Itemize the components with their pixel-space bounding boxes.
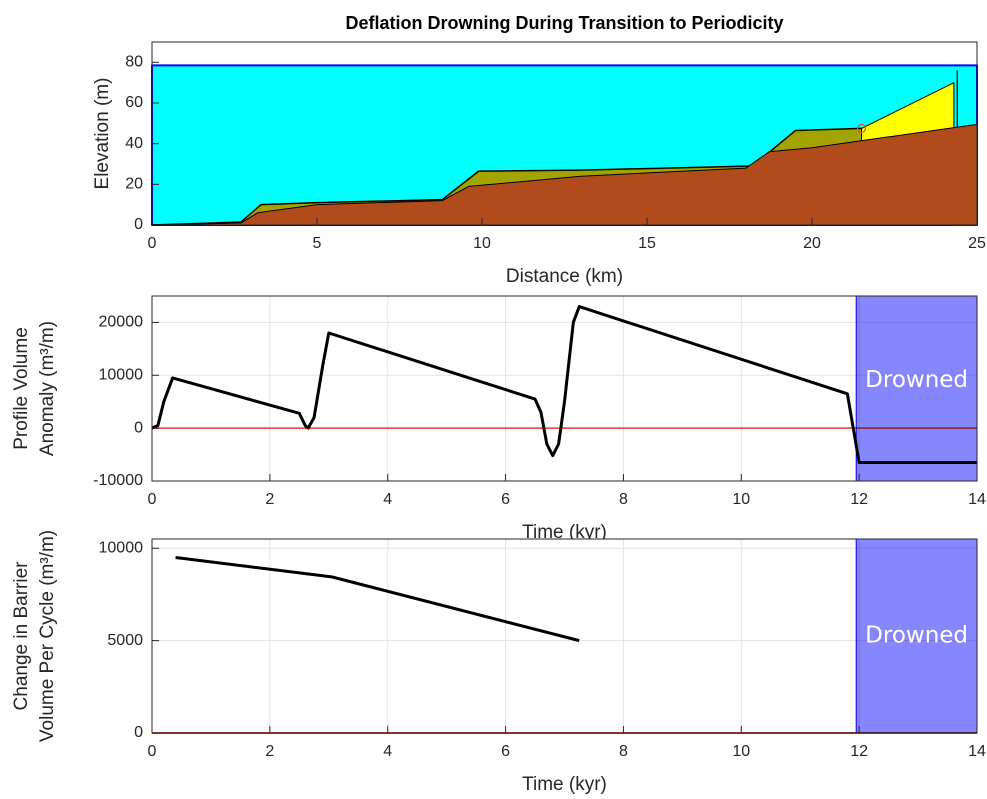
x-tick-label: 10 [732,743,750,760]
y-axis-label: Volume Per Cycle (m³/m) [37,530,58,742]
y-axis-label: Profile Volume [11,327,32,450]
drowned-span [855,538,978,734]
span-label: Drowned [865,623,968,649]
x-tick-label: 15 [638,235,656,252]
y-axis-label: Elevation (m) [92,78,113,190]
x-tick-label: 4 [383,491,392,508]
y-tick-label: 5000 [107,632,143,649]
x-tick-label: 10 [473,235,491,252]
y-tick-label: 60 [125,94,143,111]
x-tick-label: 12 [850,743,868,760]
axes-box [151,41,978,226]
x-tick-label: 12 [850,491,868,508]
y-tick-label: 20 [125,176,143,193]
axes-box [151,538,978,734]
x-axis-label: Distance (km) [506,266,623,287]
y-tick-label: -10000 [93,472,143,489]
subplot: 0 5 10 15 20 25 0 20 40 60 80 Deflation Drowning Du… [92,13,986,287]
point [856,123,867,134]
x-tick-label: 0 [148,235,157,252]
x-tick-label: 4 [383,743,392,760]
line [175,555,580,643]
x-tick-label: 14 [968,491,986,508]
subplot: Drowned 0 2 4 6 8 10 12 14 0 5000 10000 Time (kyr) Ch… [11,530,986,795]
line [151,305,977,464]
span-label: Drowned [865,367,968,393]
x-tick-label: 6 [501,491,510,508]
y-tick-label: 0 [134,724,143,741]
x-tick-label: 25 [968,235,986,252]
x-axis-label: Time (kyr) [522,774,607,795]
x-tick-label: 8 [619,743,628,760]
x-tick-label: 2 [265,491,274,508]
y-tick-label: 10000 [99,539,144,556]
y-tick-label: 80 [125,54,143,71]
x-tick-label: 10 [732,491,750,508]
subplot: Drowned 0 2 4 6 8 10 12 14 -10000 0 10000 20000 Time … [11,295,986,543]
y-axis-label: Change in Barrier [11,561,32,711]
x-tick-label: 5 [313,235,322,252]
x-tick-label: 2 [265,743,274,760]
x-tick-label: 14 [968,743,986,760]
x-tick-label: 0 [148,491,157,508]
x-tick-label: 6 [501,743,510,760]
x-tick-label: 20 [803,235,821,252]
y-tick-label: 10000 [99,367,144,384]
x-axis-label: Time (kyr) [522,522,607,543]
chart-title: Deflation Drowning During Transition to … [345,13,783,33]
x-tick-label: 0 [148,743,157,760]
axes-box [151,295,978,482]
y-axis-label: Anomaly (m³/m) [37,321,58,456]
x-tick-label: 8 [619,491,628,508]
y-tick-label: 20000 [99,314,144,331]
y-tick-label: 0 [134,419,143,436]
y-tick-label: 40 [125,135,143,152]
y-tick-label: 0 [134,216,143,233]
